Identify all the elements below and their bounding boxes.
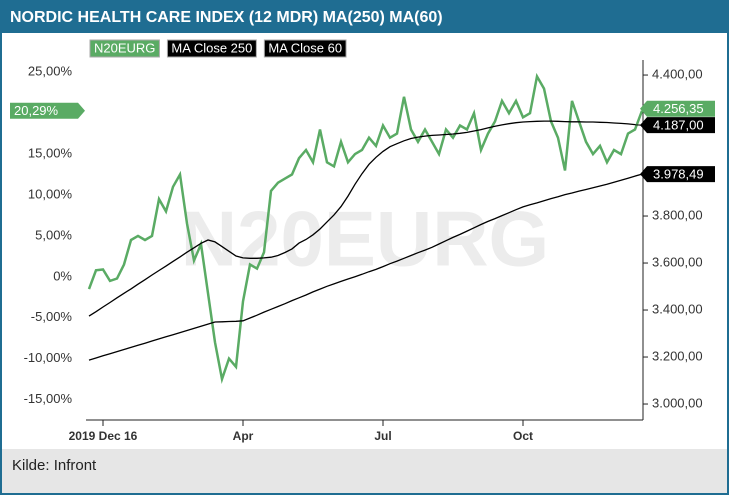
footer bbox=[2, 449, 727, 493]
series-line bbox=[87, 72, 644, 384]
y2-tick-label: 3.000,00 bbox=[652, 395, 703, 410]
value-label-box bbox=[10, 102, 85, 119]
y-tick-label: -5,00% bbox=[31, 309, 73, 324]
y-tick-label: 10,00% bbox=[28, 186, 73, 201]
y-tick-label: 25,00% bbox=[28, 64, 73, 79]
source: Kilde: Infront bbox=[12, 457, 97, 474]
value-label: 20,29% bbox=[14, 103, 59, 118]
x-tick-label: Oct bbox=[513, 429, 533, 443]
y2-tick-label: 3.200,00 bbox=[652, 348, 703, 363]
y-tick-label: -15,00% bbox=[24, 391, 73, 406]
value-label-box bbox=[640, 117, 715, 134]
watermark: N20EURG bbox=[181, 195, 549, 283]
y2-tick-label: 3.400,00 bbox=[652, 301, 703, 316]
y2-tick-label: 4.400,00 bbox=[652, 66, 703, 81]
x-tick-label: Apr bbox=[233, 429, 254, 443]
y-tick-label: 0% bbox=[53, 268, 72, 283]
y-tick-label: -10,00% bbox=[24, 350, 73, 365]
y-tick-label: 5,00% bbox=[35, 227, 72, 242]
legend-label: MA Close 250 bbox=[171, 40, 252, 55]
value-label: 3.978,49 bbox=[653, 167, 704, 182]
x-tick-label: 2019 Dec 16 bbox=[69, 429, 138, 443]
legend-label: N20EURG bbox=[94, 40, 155, 55]
series-line bbox=[88, 120, 643, 317]
legend-label: MA Close 60 bbox=[268, 40, 342, 55]
chart-title: NORDIC HEALTH CARE INDEX (12 MDR) MA(250… bbox=[10, 9, 443, 26]
legend-swatch bbox=[89, 39, 160, 58]
value-label-box bbox=[640, 100, 715, 117]
value-label: 4.187,00 bbox=[653, 118, 704, 133]
title-bar bbox=[1, 1, 728, 33]
value-label-box bbox=[640, 166, 715, 183]
legend-swatch bbox=[263, 39, 347, 58]
y2-tick-label: 3.600,00 bbox=[652, 254, 703, 269]
value-label: 4.256,35 bbox=[653, 101, 704, 116]
y-tick-label: 15,00% bbox=[28, 146, 73, 161]
y2-tick-label: 3.800,00 bbox=[652, 207, 703, 222]
x-tick-label: Jul bbox=[374, 429, 391, 443]
series-line bbox=[88, 173, 643, 361]
legend-swatch bbox=[166, 39, 257, 58]
